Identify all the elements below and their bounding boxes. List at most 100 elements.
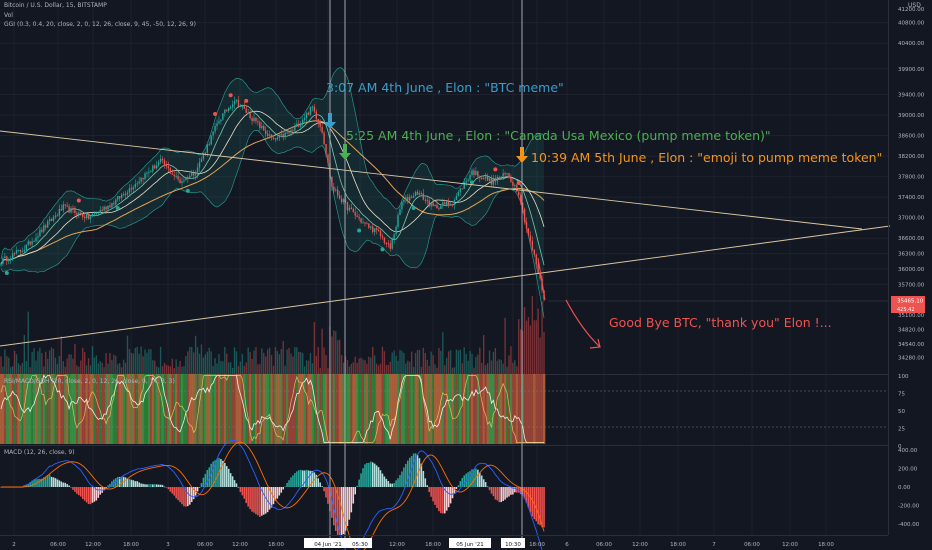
volume-bar [356, 362, 358, 374]
macd-histogram-bar [227, 468, 230, 487]
candle-body [43, 225, 45, 232]
volume-bar [321, 328, 323, 374]
rsi-zone-bar [408, 374, 411, 444]
rsi-zone-bar [488, 374, 491, 444]
candle-body [229, 107, 232, 109]
rsi-zone-bar [95, 374, 98, 444]
candle-body [451, 204, 454, 206]
candle-body [249, 112, 251, 119]
candle-body [82, 213, 84, 217]
candle-body [140, 177, 142, 182]
time-tick-label: 3 [166, 542, 170, 548]
candle-body [241, 106, 244, 108]
rsi-zone-bar [179, 374, 182, 444]
candle-body [183, 180, 185, 182]
macd-histogram-bar [216, 458, 218, 487]
volume-bar [43, 366, 45, 374]
candle-body [389, 243, 391, 249]
volume-bar [488, 350, 491, 374]
macd-histogram-bar [262, 487, 265, 515]
time-tick-label: 06:00 [197, 542, 213, 548]
candle-body [259, 121, 261, 129]
volume-bar [175, 359, 177, 374]
rsi-zone-bar [264, 374, 267, 444]
rsi-zone-bar [33, 374, 36, 444]
volume-bar [508, 355, 510, 374]
candle-body [13, 253, 16, 255]
candle-body [323, 132, 325, 145]
volume-bar [163, 362, 166, 374]
volume-bar [303, 366, 306, 374]
candle-body [255, 117, 257, 122]
volume-bar [516, 366, 518, 374]
rsi-zone-bar [327, 374, 330, 444]
rsi-zone-bar [344, 374, 347, 444]
time-tick-label: 12:00 [232, 542, 248, 548]
macd-histogram-bar [33, 479, 35, 487]
volume-bar [377, 365, 380, 374]
price-axis: 41200.00 40800.00 40400.00 39900.00 39400.00… [888, 0, 925, 535]
candle-body [315, 111, 317, 120]
rsi-zone-bar [469, 374, 472, 444]
candle-body [192, 172, 195, 176]
rsi-zone-bar [332, 374, 336, 444]
last-price-label: 35465.10 [897, 299, 924, 305]
candle-body [481, 178, 483, 180]
rsi-zone-bar [60, 374, 63, 444]
rsi-zone-bar [286, 374, 289, 444]
candle-body [346, 202, 349, 211]
candle-body [253, 117, 255, 122]
rsi-tick-label: 75 [898, 392, 905, 398]
volume-bar [527, 317, 530, 374]
candle-body [66, 205, 68, 207]
candle-body [46, 221, 49, 228]
volume-bar [115, 355, 117, 374]
time-tick-label: 2 [12, 542, 16, 548]
volume-bar [68, 354, 70, 374]
candle-body [424, 199, 426, 201]
volume-bar [352, 362, 354, 374]
rsi-zone-bar [432, 374, 435, 444]
macd-histogram-bar [488, 487, 491, 491]
volume-bar [426, 359, 428, 374]
volume-bar [179, 360, 181, 374]
annotation-canada-usa-mexico: 5:25 AM 4th June , Elon : "Canada Usa Me… [346, 128, 771, 143]
candle-body [523, 208, 526, 222]
upper-band [0, 67, 545, 260]
signal-dot [357, 228, 362, 233]
macd-histogram-bar [0, 487, 2, 488]
candle-body [214, 126, 216, 132]
annotation-good-bye-btc: Good Bye BTC, "thank you" Elon !... [609, 315, 832, 330]
rsi-zone-bar [307, 374, 310, 444]
rsi-zone-bar [535, 374, 538, 444]
volume-bar [272, 365, 275, 374]
rsi-tick-label: 100 [898, 374, 909, 380]
rsi-zone-bar [40, 374, 44, 444]
rsi-zone-bar [194, 374, 197, 444]
macd-histogram-bar [412, 453, 415, 487]
rsi-zone-bar [430, 374, 433, 444]
rsi-zone-bar [218, 374, 221, 444]
volume-bar [420, 366, 423, 374]
volume-bar [154, 360, 156, 374]
band-fill [0, 67, 545, 319]
price-tick-label: 36000.00 [898, 267, 925, 273]
macd-histogram-bar [438, 487, 440, 512]
orange-arrow-icon [516, 147, 528, 163]
candle-body [99, 209, 101, 213]
rsi-zone-bar [385, 374, 388, 444]
macd-histogram-bar [327, 487, 329, 504]
macd-histogram-bar [247, 487, 249, 507]
candle-body [430, 202, 432, 207]
candle-body [58, 208, 61, 216]
candle-body [62, 204, 64, 211]
volume-bar [187, 351, 189, 374]
volume-bar [366, 363, 368, 374]
candle-body [111, 203, 113, 208]
rsi-zone-bar [457, 374, 460, 444]
rsi-zone-bar [73, 374, 77, 444]
volume-bar [134, 347, 136, 374]
macd-histogram-bar [264, 487, 267, 514]
macd-histogram-bar [303, 470, 306, 487]
